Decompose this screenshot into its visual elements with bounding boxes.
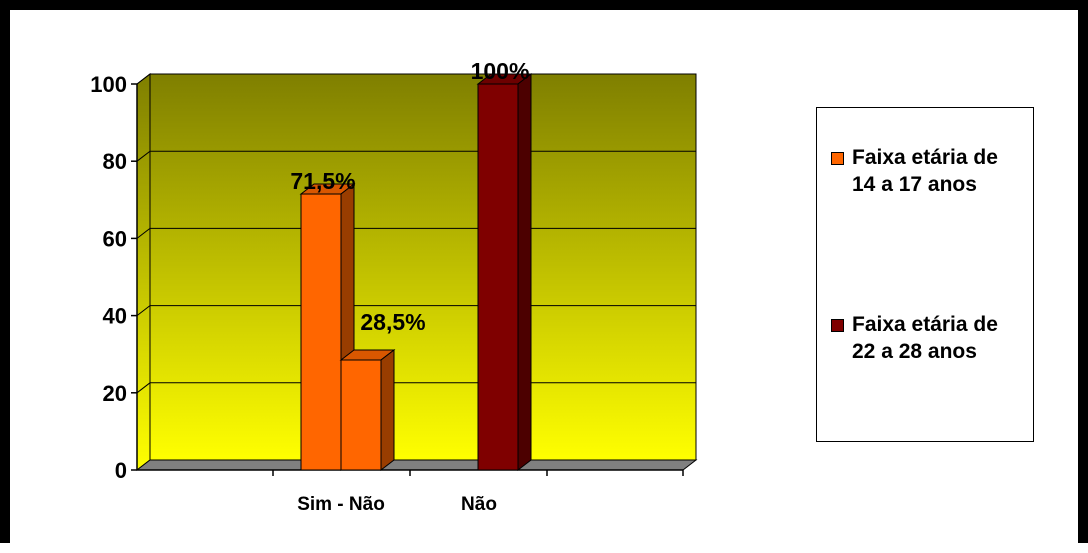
legend-item-22-28: Faixa etária de 22 a 28 anos [831,311,1022,365]
y-tick-label: 0 [115,458,127,483]
y-tick-label: 100 [90,72,127,97]
bar-front [300,193,342,471]
legend-swatch-darkred [831,319,844,332]
plot-wall [149,73,697,461]
bar [299,182,356,472]
y-tick-label: 60 [103,226,127,251]
legend-swatch-orange [831,152,844,165]
legend: Faixa etária de 14 a 17 anos Faixa etári… [816,107,1034,442]
data-label: 100% [471,58,530,84]
bar-chart: 0 20 40 60 80 100 Sim - Não Não 71,5% 28,5% 100% [90,58,698,515]
bar-front [477,83,519,471]
legend-label: Faixa etária de 14 a 17 anos [852,146,998,196]
x-tick-label: Não [461,494,497,515]
bar-side [517,72,532,472]
data-label: 28,5% [360,309,425,335]
bar-side [380,348,395,472]
plot-side-wall [136,72,151,472]
legend-label: Faixa etária de 22 a 28 anos [852,313,998,363]
data-label: 71,5% [290,168,355,194]
bar [339,348,396,472]
plot-floor [135,459,698,471]
bar [476,72,533,472]
y-tick-label: 20 [103,381,127,406]
legend-item-14-17: Faixa etária de 14 a 17 anos [831,144,1022,198]
y-tick-label: 80 [103,149,127,174]
bar-front [340,359,382,471]
x-tick-label: Sim - Não [297,494,385,515]
y-tick-label: 40 [103,304,127,329]
